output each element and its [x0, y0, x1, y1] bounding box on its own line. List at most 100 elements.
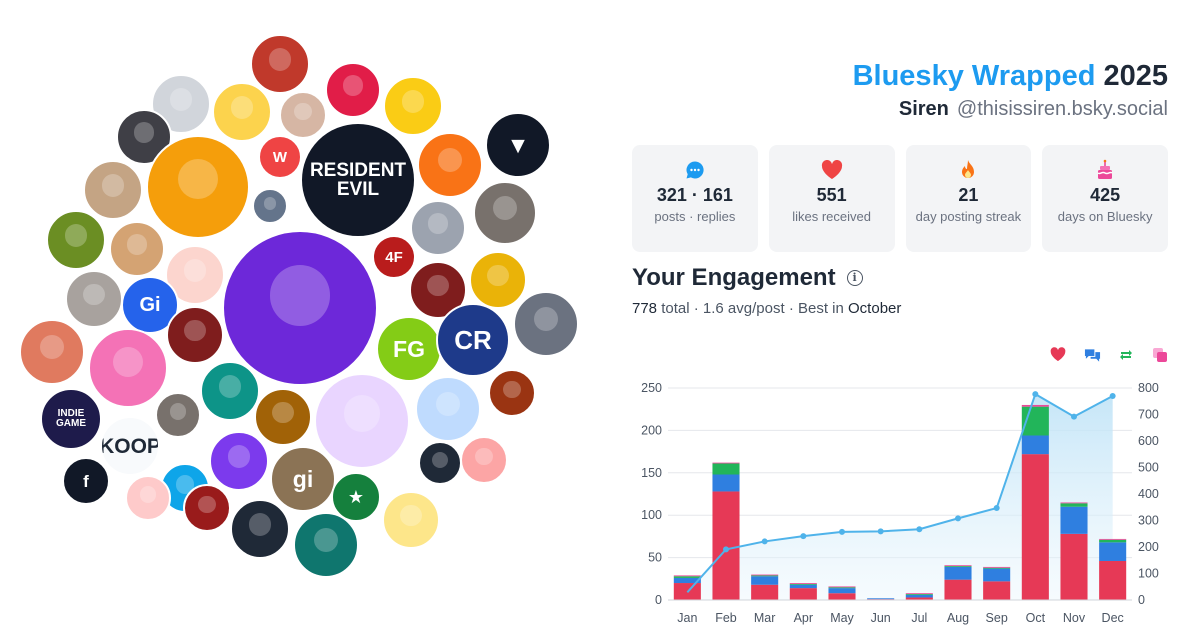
heart-icon[interactable]	[1050, 347, 1066, 363]
avatar-label: 4F	[385, 248, 403, 266]
avatar-49[interactable]: ★	[331, 472, 381, 522]
avatar-7[interactable]	[116, 109, 172, 165]
avatar-face	[218, 375, 242, 398]
bar-segment	[673, 577, 701, 584]
bar-segment	[751, 575, 779, 577]
info-icon[interactable]: i	[846, 270, 863, 286]
avatar-face	[493, 196, 517, 221]
avatar-3[interactable]	[212, 82, 272, 142]
avatar-27[interactable]	[166, 306, 224, 364]
avatar-50[interactable]	[293, 512, 359, 578]
avatar-34[interactable]	[254, 388, 312, 446]
avatar-33[interactable]	[155, 392, 201, 438]
bar-segment	[1060, 506, 1088, 534]
avatar-35[interactable]	[314, 373, 410, 469]
avatar-face	[427, 213, 449, 235]
bar-segment	[712, 474, 740, 492]
avatar-19[interactable]	[46, 210, 106, 270]
separator: ·	[693, 300, 699, 317]
avatar-face	[533, 306, 559, 332]
avatar-6[interactable]	[383, 76, 443, 136]
avatar-24[interactable]	[513, 291, 579, 357]
avatar-42[interactable]	[209, 431, 269, 491]
cumulative-area	[687, 394, 1113, 600]
left-tick-label: 0	[655, 593, 662, 607]
avatar-29[interactable]: CR	[436, 303, 510, 377]
right-tick-label: 700	[1138, 408, 1159, 422]
avatar-47[interactable]	[183, 484, 231, 532]
avatar-4[interactable]	[279, 91, 327, 139]
bar-segment	[944, 579, 972, 600]
avatar-cloud: W RESIDENT EVIL ▼ 4F Gi FG CR INDIE GAME KOOP gi f…	[0, 0, 600, 630]
bar-segment	[983, 581, 1011, 600]
avatar-41[interactable]	[418, 441, 462, 485]
avatar-38[interactable]: INDIE GAME	[40, 388, 102, 450]
right-tick-label: 200	[1138, 540, 1159, 554]
quote-icon[interactable]	[1152, 347, 1168, 363]
avatar-15[interactable]: 4F	[372, 235, 416, 279]
x-tick-label: Dec	[1102, 611, 1124, 625]
avatar-12[interactable]: ▼	[485, 112, 551, 178]
avatar-21[interactable]	[222, 230, 378, 386]
avatar-face	[400, 504, 422, 527]
right-tick-label: 800	[1138, 381, 1159, 395]
right-tick-label: 600	[1138, 434, 1159, 448]
avatar-40[interactable]	[460, 436, 508, 484]
avatar-11[interactable]	[417, 132, 483, 198]
avatar-face	[475, 447, 493, 466]
x-tick-label: Apr	[794, 611, 813, 625]
avatar-10[interactable]: RESIDENT EVIL	[300, 122, 416, 238]
avatar-16[interactable]	[410, 200, 466, 256]
x-tick-label: Sep	[986, 611, 1008, 625]
reply-icon[interactable]	[1084, 347, 1101, 363]
avatar-9[interactable]	[146, 135, 250, 239]
repost-icon[interactable]	[1118, 347, 1134, 363]
avatar-face	[184, 319, 206, 342]
avatar-label: f	[83, 471, 89, 491]
x-tick-label: Feb	[715, 611, 737, 625]
avatar-face	[268, 48, 292, 71]
avatar-39[interactable]: KOOP	[100, 416, 160, 476]
engagement-average: 1.6 avg/post	[702, 300, 785, 317]
avatar-face	[401, 90, 425, 113]
avatar-36[interactable]	[415, 376, 481, 442]
stats-row: 321 · 161 posts · replies 551 likes rece…	[632, 145, 1168, 252]
avatar-18[interactable]	[109, 221, 165, 277]
avatar-25[interactable]	[65, 270, 123, 328]
stat-value: 425	[1090, 185, 1121, 205]
cumulative-point	[916, 526, 923, 533]
avatar-48[interactable]	[230, 499, 290, 559]
bar-segment	[1099, 560, 1127, 600]
stat-value: 321 · 161	[656, 185, 733, 205]
avatar-46[interactable]	[125, 475, 171, 521]
cumulative-point	[877, 528, 884, 535]
avatar-28[interactable]: FG	[376, 316, 442, 382]
avatar-32[interactable]	[200, 361, 260, 421]
avatar-14[interactable]	[252, 188, 288, 224]
avatar-face	[427, 274, 449, 297]
bar-segment	[789, 584, 817, 589]
avatar-face	[198, 495, 216, 514]
avatar-30[interactable]	[19, 319, 85, 385]
avatar-13[interactable]	[83, 160, 143, 220]
bar-segment	[673, 576, 701, 578]
avatar-8[interactable]: W	[258, 135, 302, 179]
avatar-31[interactable]	[88, 328, 168, 408]
avatar-51[interactable]	[382, 491, 440, 549]
avatar-37[interactable]	[488, 369, 536, 417]
bar-segment	[828, 586, 856, 588]
stat-label: days on Bluesky	[1057, 209, 1153, 224]
cake-icon	[1042, 159, 1168, 181]
bar-segment	[712, 491, 740, 600]
avatar-1[interactable]	[250, 34, 310, 94]
bar-segment	[828, 588, 856, 594]
avatar-5[interactable]	[325, 62, 381, 118]
avatar-45[interactable]: f	[62, 457, 110, 505]
avatar-23[interactable]	[469, 251, 527, 309]
bar-segment	[673, 575, 701, 577]
avatar-17[interactable]	[473, 181, 537, 245]
x-tick-label: Nov	[1063, 611, 1086, 625]
x-tick-label: Jun	[871, 611, 891, 625]
avatar-label: INDIE GAME	[56, 408, 86, 429]
avatar-44[interactable]: gi	[270, 446, 336, 512]
